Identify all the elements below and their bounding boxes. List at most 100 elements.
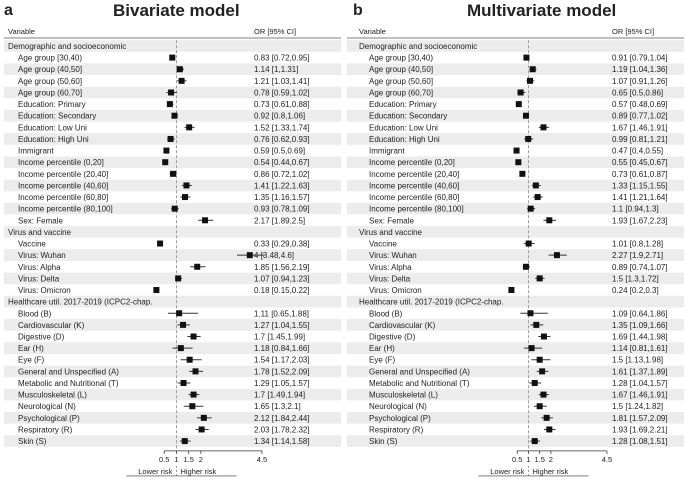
or-ci-text: 0.93 [0.78,1.09]	[254, 205, 310, 214]
or-marker	[180, 321, 187, 328]
or-ci-text: 1.93 [1.67,2.23]	[612, 216, 668, 225]
or-ci-text: 1.11 [0.65,1.88]	[254, 309, 309, 318]
or-ci-text: 1.52 [1.33,1.74]	[254, 123, 310, 132]
or-ci-text: 4 [3.48,4.6]	[254, 251, 294, 260]
or-marker	[540, 333, 547, 340]
or-marker	[171, 112, 178, 119]
or-ci-text: 1.61 [1.37,1.89]	[612, 367, 668, 376]
variable-label: Digestive (D)	[18, 333, 65, 342]
or-ci-text: 0.99 [0.81,1.21]	[612, 135, 668, 144]
or-ci-text: 0.18 [0.15,0.22]	[254, 286, 310, 295]
or-marker	[186, 356, 193, 363]
or-marker	[171, 205, 178, 212]
row-band	[347, 109, 684, 122]
or-marker	[529, 66, 536, 73]
variable-label: Virus: Omicron	[369, 286, 422, 295]
or-marker	[553, 252, 560, 259]
or-marker	[523, 54, 530, 61]
row-band	[347, 412, 684, 424]
variable-label: Musculoskeletal (L)	[369, 391, 438, 400]
variable-label: Income percentile (0,20]	[369, 158, 455, 167]
or-ci-text: 2.12 [1.84,2.44]	[254, 414, 310, 423]
or-marker	[531, 438, 538, 445]
row-band	[347, 63, 684, 76]
forest-plot-multivariate: Variable OR [95% CI] Demographic and socio…	[347, 27, 684, 478]
or-ci-text: 1.19 [1.04,1.36]	[612, 65, 668, 74]
or-marker	[515, 101, 522, 108]
variable-label: Virus: Delta	[369, 274, 411, 283]
or-marker	[162, 159, 169, 166]
forest-plot-bivariate: Variable OR [95% CI] Demographic and socio…	[4, 27, 341, 478]
or-marker	[175, 275, 182, 282]
or-marker	[182, 194, 188, 201]
or-marker	[190, 391, 197, 398]
variable-label: Vaccine	[369, 240, 397, 249]
row-band	[4, 295, 341, 308]
or-ci-text: 1.18 [0.84,1.66]	[254, 344, 310, 353]
variable-label: Blood (B)	[369, 309, 403, 318]
or-ci-text: 2.03 [1.78,2.32]	[254, 425, 310, 434]
variable-label: Education: Primary	[18, 100, 86, 109]
row-band	[347, 179, 684, 192]
x-tick-label: 1	[174, 455, 178, 464]
row-band	[347, 133, 684, 145]
variable-label: Income percentile (40,60]	[18, 181, 108, 190]
or-marker	[153, 287, 160, 294]
or-ci-text: 0.73 [0.61,0.88]	[254, 100, 310, 109]
or-marker	[540, 391, 547, 398]
row-band	[347, 40, 684, 52]
or-marker	[513, 147, 520, 154]
x-tick-label: 4.5	[602, 455, 612, 464]
or-marker	[178, 77, 185, 84]
variable-label: Skin (S)	[18, 437, 47, 446]
or-ci-text: 1.65 [1.3,2.1]	[254, 402, 301, 411]
row-band	[347, 249, 684, 261]
row-band	[4, 40, 341, 52]
column-header-variable: Variable	[8, 27, 35, 36]
or-ci-text: 1.27 [1.04,1.55]	[254, 321, 310, 330]
lower-risk-label: Lower risk	[490, 467, 524, 476]
or-ci-text: 0.83 [0.72,0.95]	[254, 54, 310, 63]
or-ci-text: 0.57 [0.48,0.69]	[612, 100, 668, 109]
or-marker	[183, 182, 190, 189]
x-tick-label: 0.5	[159, 455, 169, 464]
or-ci-text: 1.28 [1.08,1.51]	[612, 437, 668, 446]
or-marker	[522, 112, 529, 119]
or-ci-text: 1.67 [1.46,1.91]	[612, 391, 668, 400]
variable-label: Income percentile (60,80]	[18, 193, 108, 202]
row-band	[4, 179, 341, 192]
variable-label: Psychological (P)	[369, 414, 431, 423]
or-marker	[194, 263, 201, 270]
row-band	[347, 388, 684, 401]
or-ci-text: 0.89 [0.77,1.02]	[612, 112, 668, 121]
variable-label: Education: Low Uni	[18, 123, 87, 132]
or-marker	[532, 182, 539, 189]
or-ci-text: 1.21 [1.03,1.41]	[254, 77, 310, 86]
variable-label: Respiratory (R)	[369, 425, 424, 434]
row-band	[347, 342, 684, 354]
or-ci-text: 0.78 [0.59,1.02]	[254, 88, 310, 97]
variable-label: Digestive (D)	[369, 333, 416, 342]
variable-label: Sex: Female	[18, 216, 63, 225]
variable-label: Cardiovascular (K)	[18, 321, 85, 330]
or-ci-text: 1.01 [0.8,1.28]	[612, 240, 663, 249]
or-marker	[157, 240, 164, 247]
variable-label: Virus: Wuhan	[18, 251, 66, 260]
variable-label: Eye (F)	[369, 356, 396, 365]
variable-label: Education: Secondary	[18, 112, 96, 121]
or-ci-text: 2.27 [1.9,2.71]	[612, 251, 663, 260]
variable-label: Sex: Female	[369, 216, 414, 225]
section-label: Virus and vaccine	[359, 228, 423, 237]
or-ci-text: 0.89 [0.74,1.07]	[612, 263, 668, 272]
or-marker	[531, 379, 538, 386]
x-tick-label: 1	[526, 455, 530, 464]
variable-label: Age group (50,60]	[369, 77, 433, 86]
or-marker	[186, 124, 193, 131]
row-band	[347, 226, 684, 238]
or-ci-text: 0.33 [0.29,0.38]	[254, 240, 310, 249]
or-marker	[180, 379, 187, 386]
variable-label: Ear (H)	[369, 344, 395, 353]
or-marker	[543, 414, 550, 421]
row-band	[4, 226, 341, 238]
or-marker	[198, 426, 205, 433]
